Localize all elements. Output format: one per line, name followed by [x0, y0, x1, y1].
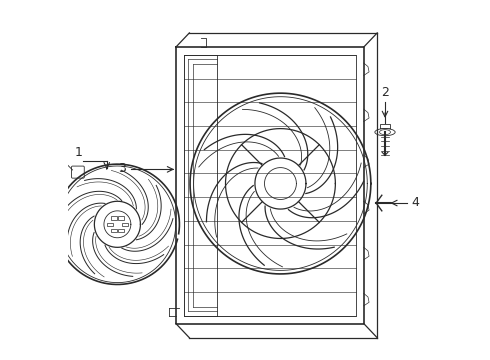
Text: 4: 4 — [411, 196, 419, 209]
Bar — [107, 222, 113, 226]
Ellipse shape — [380, 130, 391, 135]
Text: 1: 1 — [74, 147, 82, 159]
Bar — [111, 229, 117, 233]
Bar — [122, 222, 127, 226]
Bar — [111, 216, 117, 220]
Ellipse shape — [375, 129, 395, 136]
Bar — [118, 216, 124, 220]
Bar — [380, 124, 390, 132]
Bar — [118, 229, 124, 233]
Text: 2: 2 — [381, 86, 389, 99]
Text: 3: 3 — [118, 162, 125, 175]
FancyBboxPatch shape — [72, 166, 84, 178]
